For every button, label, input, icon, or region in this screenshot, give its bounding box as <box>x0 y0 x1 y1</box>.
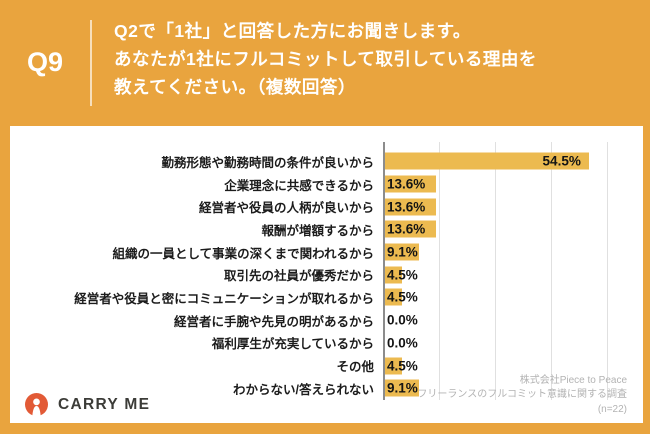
bar-track: 4.5% <box>383 354 643 377</box>
chart-row: 経営者や役員の人柄が良いから 13.6% <box>10 195 643 218</box>
header-divider <box>90 20 92 106</box>
category-label: 企業理念に共感できるから <box>224 178 374 193</box>
value-label: 0.0% <box>387 312 418 328</box>
chart-card: 勤務形態や勤務時間の条件が良いから 54.5% 企業理念に共感できるから 13.6% 経… <box>10 126 643 423</box>
chart-row: わからない/答えられない 9.1% <box>10 377 643 400</box>
chart-row: 取引先の社員が優秀だから 4.5% <box>10 263 643 286</box>
value-label: 54.5% <box>542 153 581 169</box>
credit-line-2: フリーランスのフルコミット意識に関する調査 <box>417 389 627 400</box>
survey-credit: 株式会社Piece to Peace フリーランスのフルコミット意識に関する調査… <box>417 374 627 418</box>
value-label: 9.1% <box>387 380 418 396</box>
bar-track: 54.5% <box>383 150 643 173</box>
bar-chart: 勤務形態や勤務時間の条件が良いから 54.5% 企業理念に共感できるから 13.6% 経… <box>10 150 643 400</box>
value-label: 13.6% <box>387 176 426 192</box>
category-label: 報酬が増額するから <box>261 223 374 238</box>
value-label: 13.6% <box>387 199 426 215</box>
question-text: Q2で「1社」と回答した方にお聞きします。 あなたが1社にフルコミットして取引し… <box>114 17 537 101</box>
bar <box>385 379 420 397</box>
category-label: 取引先の社員が優秀だから <box>223 269 374 284</box>
question-line-2: あなたが1社にフルコミットして取引している理由を <box>114 49 537 69</box>
value-label: 4.5% <box>387 289 418 305</box>
category-label: 福利厚生が充実しているから <box>211 337 374 352</box>
category-label: 経営者や役員の人柄が良いから <box>198 201 374 216</box>
bar <box>385 198 436 216</box>
credit-line-1: 株式会社Piece to Peace <box>519 374 627 386</box>
bar-track: 13.6% <box>383 173 643 196</box>
category-label: 経営者に手腕や先見の明があるから <box>173 314 374 329</box>
chart-row: 経営者に手腕や先見の明があるから 0.0% <box>10 309 643 332</box>
bar <box>385 288 402 306</box>
gridline <box>607 142 609 400</box>
bar-track: 4.5% <box>383 286 643 309</box>
question-line-3: 教えてください。（複数回答） <box>114 77 356 97</box>
gridline <box>551 142 553 400</box>
value-label: 4.5% <box>387 358 418 374</box>
bar <box>385 152 589 170</box>
chart-row: その他 4.5% <box>10 354 643 377</box>
chart-row: 企業理念に共感できるから 13.6% <box>10 173 643 196</box>
category-label: わからない/答えられない <box>233 382 374 397</box>
chart-row: 福利厚生が充実しているから 0.0% <box>10 332 643 355</box>
category-label: 経営者や役員と密にコミュニケーションが取れるから <box>74 291 374 306</box>
carryme-logo: CARRY ME <box>25 393 150 416</box>
bar-track: 13.6% <box>383 195 643 218</box>
value-label: 4.5% <box>387 267 418 283</box>
category-label: その他 <box>336 360 374 375</box>
bar-track: 4.5% <box>383 263 643 286</box>
question-line-1: Q2で「1社」と回答した方にお聞きします。 <box>114 21 471 41</box>
chart-row: 勤務形態や勤務時間の条件が良いから 54.5% <box>10 150 643 173</box>
chart-row: 組織の一員として事業の深くまで関われるから 9.1% <box>10 241 643 264</box>
bar <box>385 357 402 375</box>
bar-track: 0.0% <box>383 309 643 332</box>
category-label: 勤務形態や勤務時間の条件が良いから <box>161 155 374 170</box>
bar <box>385 243 420 261</box>
value-label: 0.0% <box>387 335 418 351</box>
bar-track: 13.6% <box>383 218 643 241</box>
value-label: 9.1% <box>387 244 418 260</box>
question-header: Q9 Q2で「1社」と回答した方にお聞きします。 あなたが1社にフルコミットして… <box>0 0 650 126</box>
bar <box>385 175 436 193</box>
carryme-logo-icon <box>25 393 48 416</box>
chart-row: 報酬が増額するから 13.6% <box>10 218 643 241</box>
bar-track: 9.1% <box>383 377 643 400</box>
bar-track: 0.0% <box>383 332 643 355</box>
gridline <box>495 142 497 400</box>
category-axis-line <box>383 142 385 400</box>
category-label: 組織の一員として事業の深くまで関われるから <box>112 246 374 261</box>
question-number: Q9 <box>26 47 64 77</box>
bar-track: 9.1% <box>383 241 643 264</box>
credit-line-3: (n=22) <box>597 403 627 415</box>
chart-row: 経営者や役員と密にコミュニケーションが取れるから 4.5% <box>10 286 643 309</box>
value-label: 13.6% <box>387 221 426 237</box>
gridline <box>439 142 441 400</box>
bar <box>385 266 402 284</box>
logo-text: CARRY ME <box>58 395 151 413</box>
bar <box>385 220 436 238</box>
plot-grid <box>383 142 643 400</box>
